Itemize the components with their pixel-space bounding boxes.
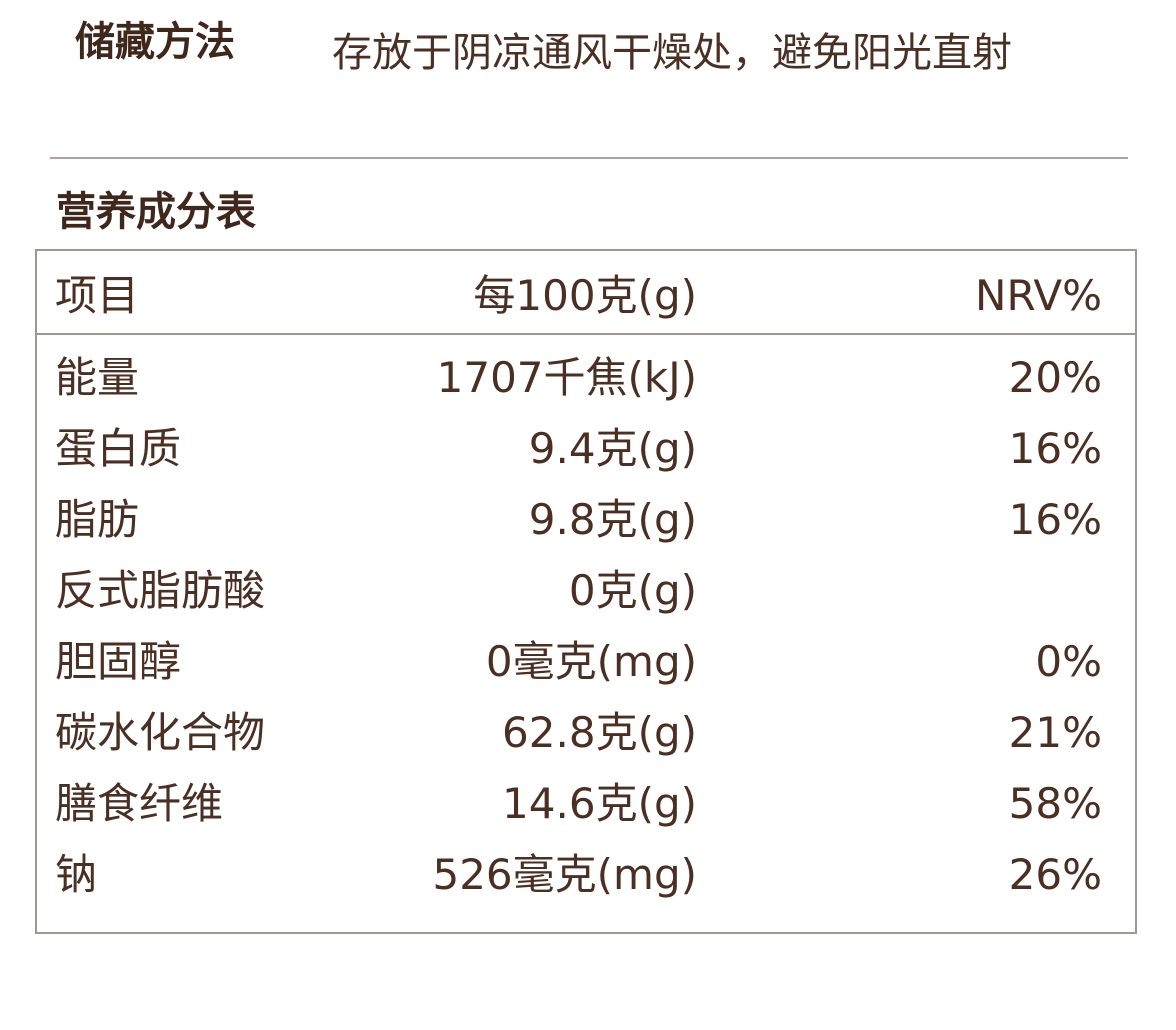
nutrient-nrv: 20% [1008,353,1102,402]
nutrient-nrv: 16% [1008,424,1102,473]
table-header: 项目 每100克(g) NRV% [37,251,1135,335]
table-row: 脂肪 9.8克(g) 16% [37,491,1135,562]
table-row: 反式脂肪酸 0克(g) [37,562,1135,633]
nutrient-amount: 0毫克(mg) [485,637,697,686]
table-row: 膳食纤维 14.6克(g) 58% [37,775,1135,846]
nutrient-amount: 14.6克(g) [502,779,697,828]
header-nrv: NRV% [975,271,1102,320]
nutrient-amount: 9.8克(g) [528,495,697,544]
nutrient-name: 胆固醇 [55,637,182,686]
nutrient-nrv: 0% [1035,637,1102,686]
nutrient-name: 蛋白质 [55,424,182,473]
nutrient-name: 反式脂肪酸 [55,566,266,615]
table-row: 蛋白质 9.4克(g) 16% [37,420,1135,491]
storage-text: 存放于阴凉通风干燥处，避免阳光直射 [332,30,1012,76]
header-per100: 每100克(g) [473,271,697,320]
storage-section: 储藏方法 存放于阴凉通风干燥处，避免阳光直射 [0,0,1176,160]
nutrient-amount: 526毫克(mg) [432,850,697,899]
nutrient-amount: 1707千焦(kJ) [436,353,697,402]
nutrient-amount: 9.4克(g) [528,424,697,473]
nutrient-amount: 62.8克(g) [502,708,697,757]
nutrient-nrv: 16% [1008,495,1102,544]
section-divider [50,157,1128,159]
table-row: 胆固醇 0毫克(mg) 0% [37,633,1135,704]
nutrient-nrv: 21% [1008,708,1102,757]
storage-label: 储藏方法 [75,19,235,65]
nutrient-name: 膳食纤维 [55,779,224,828]
table-row: 能量 1707千焦(kJ) 20% [37,349,1135,420]
table-row: 钠 526毫克(mg) 26% [37,846,1135,917]
nutrition-table: 项目 每100克(g) NRV% 能量 1707千焦(kJ) 20% 蛋白质 9… [35,249,1137,934]
header-item: 项目 [55,271,140,320]
nutrient-name: 能量 [55,353,140,402]
nutrient-amount: 0克(g) [568,566,697,615]
nutrient-name: 脂肪 [55,495,140,544]
table-body: 能量 1707千焦(kJ) 20% 蛋白质 9.4克(g) 16% 脂肪 9.8… [37,349,1135,917]
nutrition-title: 营养成分表 [56,189,256,235]
nutrient-name: 钠 [55,850,98,899]
nutrient-nrv: 26% [1008,850,1102,899]
table-row: 碳水化合物 62.8克(g) 21% [37,704,1135,775]
nutrient-nrv: 58% [1008,779,1102,828]
nutrient-name: 碳水化合物 [55,708,266,757]
